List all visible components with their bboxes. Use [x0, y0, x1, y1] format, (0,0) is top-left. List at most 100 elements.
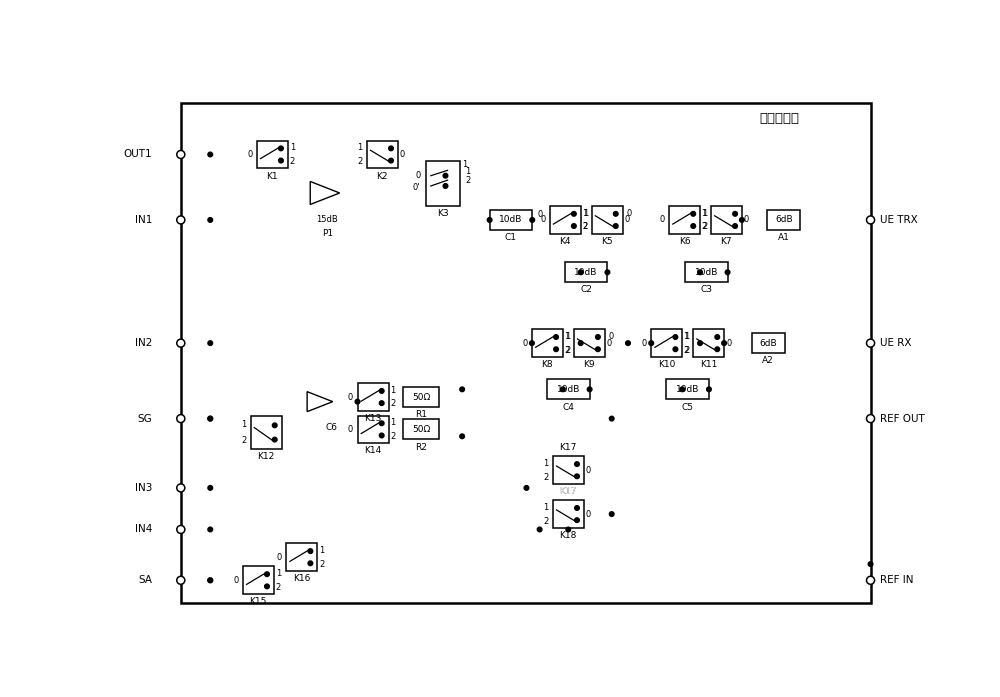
Text: K5: K5	[601, 237, 613, 246]
Text: 0': 0'	[413, 183, 420, 192]
Bar	[426, 162, 460, 206]
Text: 0: 0	[277, 553, 282, 562]
Circle shape	[691, 224, 696, 229]
Text: 10dB: 10dB	[499, 215, 523, 224]
Circle shape	[177, 576, 185, 584]
Text: 1: 1	[702, 208, 707, 217]
Text: 10dB: 10dB	[695, 268, 718, 277]
Circle shape	[572, 224, 576, 229]
Circle shape	[208, 416, 213, 421]
Text: K6: K6	[679, 237, 690, 246]
Circle shape	[867, 415, 875, 422]
Circle shape	[867, 576, 875, 584]
Text: 1: 1	[701, 208, 707, 217]
Text: 1: 1	[684, 332, 690, 341]
Circle shape	[443, 174, 448, 178]
Circle shape	[208, 527, 213, 532]
Text: SG: SG	[137, 413, 152, 424]
Circle shape	[578, 341, 583, 346]
Bar	[367, 141, 398, 169]
Circle shape	[673, 347, 678, 351]
Circle shape	[572, 211, 576, 216]
Circle shape	[566, 527, 571, 532]
Text: C3: C3	[700, 286, 712, 295]
Circle shape	[379, 401, 384, 406]
Text: 2: 2	[543, 516, 548, 526]
Text: K1: K1	[266, 171, 278, 181]
Circle shape	[279, 146, 283, 151]
Text: 1: 1	[543, 503, 548, 512]
Text: 0: 0	[625, 215, 630, 224]
Circle shape	[177, 484, 185, 492]
Text: 0: 0	[348, 425, 353, 434]
Text: 2: 2	[582, 222, 587, 231]
Bar	[592, 206, 623, 233]
Bar	[651, 329, 682, 357]
Circle shape	[265, 584, 269, 589]
Text: 2: 2	[564, 346, 569, 355]
Circle shape	[308, 561, 313, 565]
Bar	[669, 206, 700, 233]
Bar	[181, 103, 871, 604]
Bar	[358, 415, 388, 443]
Text: K14: K14	[364, 447, 382, 455]
Circle shape	[673, 335, 678, 339]
Text: REF IN: REF IN	[880, 575, 913, 585]
Text: 2: 2	[583, 222, 588, 231]
Bar	[251, 416, 282, 449]
Circle shape	[596, 335, 600, 339]
Text: 1: 1	[462, 160, 467, 169]
Text: 0: 0	[608, 332, 614, 342]
Text: 2: 2	[465, 176, 470, 185]
Circle shape	[707, 387, 711, 392]
Text: UE TRX: UE TRX	[880, 215, 918, 225]
Circle shape	[177, 216, 185, 224]
Text: 2: 2	[683, 346, 689, 355]
Circle shape	[575, 462, 579, 466]
Circle shape	[208, 152, 213, 157]
Circle shape	[208, 578, 213, 583]
Text: P1: P1	[322, 229, 334, 238]
Circle shape	[725, 270, 730, 275]
Text: 2: 2	[701, 222, 707, 231]
Circle shape	[554, 347, 558, 351]
Text: SA: SA	[138, 575, 152, 585]
Text: 50Ω: 50Ω	[412, 392, 430, 401]
Text: UE RX: UE RX	[880, 338, 911, 348]
Text: R1: R1	[415, 411, 427, 419]
Text: 2: 2	[276, 583, 281, 592]
Circle shape	[208, 578, 213, 583]
Text: R2: R2	[415, 443, 427, 452]
Text: A1: A1	[778, 233, 790, 242]
Text: 0: 0	[586, 510, 591, 519]
Circle shape	[177, 339, 185, 347]
Circle shape	[177, 526, 185, 533]
Text: K3: K3	[437, 209, 449, 218]
Circle shape	[575, 505, 579, 510]
Text: 1: 1	[357, 143, 362, 152]
Circle shape	[208, 416, 213, 421]
Text: K17: K17	[560, 487, 577, 496]
Circle shape	[177, 151, 185, 158]
Text: K9: K9	[583, 360, 595, 369]
Text: K8: K8	[542, 360, 553, 369]
Text: 0: 0	[537, 210, 543, 219]
Circle shape	[691, 211, 696, 216]
Bar	[666, 379, 709, 399]
Bar	[532, 329, 563, 357]
Text: 2: 2	[684, 346, 690, 355]
Text: 0: 0	[415, 171, 420, 181]
Text: K17: K17	[560, 443, 577, 452]
Circle shape	[575, 518, 579, 523]
Circle shape	[733, 211, 737, 216]
Bar	[243, 567, 274, 594]
Text: 2: 2	[242, 436, 247, 445]
Circle shape	[740, 217, 744, 222]
Text: 2: 2	[391, 399, 396, 408]
Bar	[767, 210, 800, 230]
Circle shape	[379, 421, 384, 426]
Text: IN4: IN4	[135, 524, 152, 535]
Circle shape	[575, 474, 579, 479]
Bar	[685, 262, 728, 282]
Text: 50Ω: 50Ω	[412, 425, 430, 434]
